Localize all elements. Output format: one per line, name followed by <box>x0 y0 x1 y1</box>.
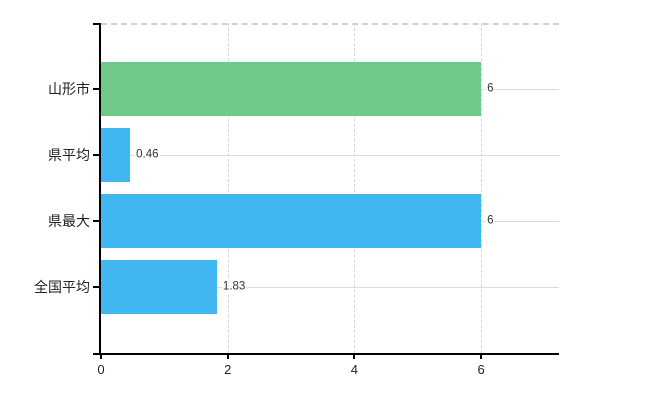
category-label: 県平均 <box>48 147 90 163</box>
x-axis-tick-label: 4 <box>350 362 358 377</box>
category-label: 全国平均 <box>34 279 90 295</box>
x-axis-tick <box>353 353 356 359</box>
vertical-gridline <box>354 23 356 353</box>
category-tick <box>93 154 101 156</box>
category-tick <box>93 220 101 222</box>
plot-top-dashed-border <box>101 23 559 25</box>
category-label: 県最大 <box>48 213 90 229</box>
x-axis-tick-label: 0 <box>97 362 105 377</box>
vertical-gridline <box>227 23 229 353</box>
category-label: 山形市 <box>48 81 90 97</box>
bar-value-label: 0.46 <box>135 148 160 162</box>
x-axis-tick <box>226 353 229 359</box>
category-tick <box>93 88 101 90</box>
x-axis-tick <box>100 353 102 359</box>
horizontal-gridline <box>101 154 559 156</box>
bar-value-label: 6 <box>486 214 495 228</box>
horizontal-gridline <box>101 286 559 288</box>
x-axis-line <box>93 353 559 355</box>
plot-area: 6 0.46 6 1.83 山形市県平均県最大全国平均 0 2 4 6 <box>34 23 559 377</box>
bar <box>101 194 482 248</box>
bar-value-label: 6 <box>486 82 495 96</box>
y-axis-line <box>99 23 101 353</box>
bar <box>101 128 131 182</box>
category-tick <box>93 286 101 288</box>
bar <box>101 260 217 314</box>
y-axis-top-tick <box>93 23 101 25</box>
x-axis-tick-label: 6 <box>477 362 485 377</box>
bar <box>101 62 482 116</box>
vertical-gridline <box>481 23 483 353</box>
bar-value-label: 1.83 <box>221 280 247 294</box>
x-axis-tick-label: 2 <box>224 362 232 377</box>
x-axis-tick <box>480 353 483 359</box>
